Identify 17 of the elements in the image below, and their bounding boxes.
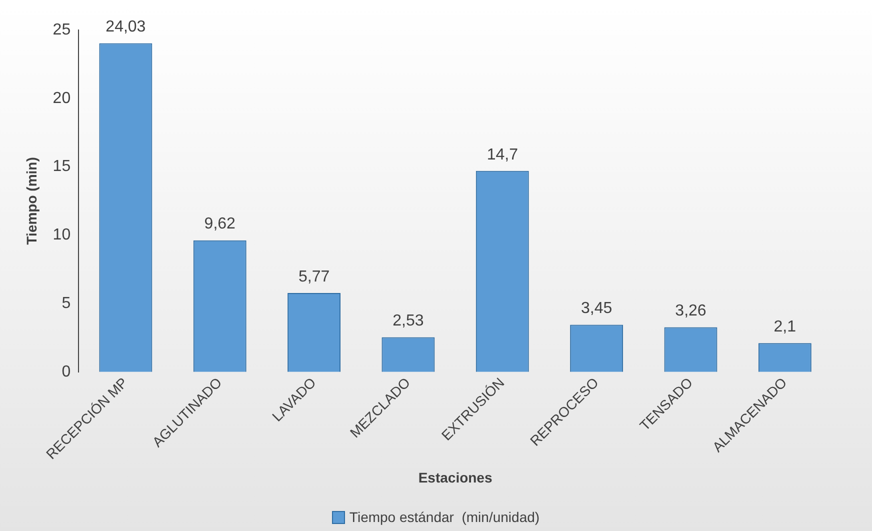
data-label: 14,7 [486, 146, 518, 164]
text: Tiempo estándar (min/unidad) [349, 509, 540, 525]
y-tick-label: 25 [52, 21, 71, 38]
y-tick-label: 20 [52, 90, 71, 107]
data-label: 3,26 [675, 302, 706, 320]
data-label: 24,03 [106, 18, 146, 36]
data-label: 5,77 [298, 268, 330, 286]
data-label: 3,45 [580, 300, 612, 318]
y-tick-label: 15 [52, 158, 71, 176]
y-tick-label: 10 [52, 226, 71, 244]
data-label: 2,1 [774, 318, 796, 336]
y-tick-label: 0 [62, 363, 71, 380]
data-label: 9,62 [204, 216, 236, 233]
x-axis-title: Estaciones [418, 469, 492, 486]
y-tick-label: 5 [62, 294, 71, 312]
y-axis-title: Tiempo (min) [23, 157, 40, 245]
data-label: 2,53 [392, 312, 424, 330]
